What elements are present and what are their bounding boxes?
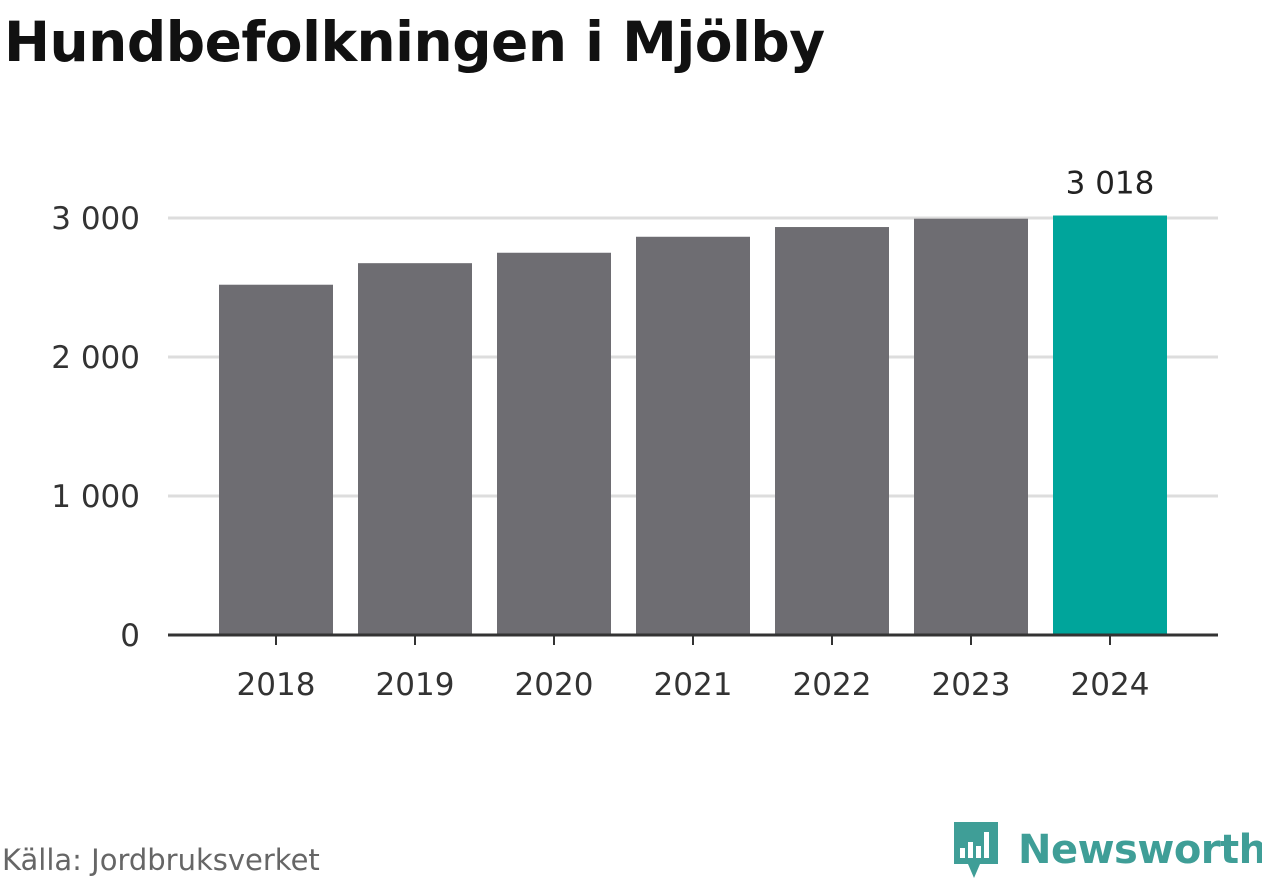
- bar-2019: [358, 263, 472, 635]
- x-tick-label: 2021: [654, 667, 733, 703]
- x-tick-label: 2023: [932, 667, 1011, 703]
- bars: [219, 215, 1167, 636]
- newsworthy-bar-chart-logo-icon: [954, 822, 998, 878]
- x-tick-label: 2022: [793, 667, 872, 703]
- source-note: Källa: Jordbruksverket: [2, 843, 320, 877]
- y-tick-label: 1 000: [51, 479, 140, 515]
- bar-2021: [636, 236, 750, 635]
- data-label-2024: 3 018: [1066, 165, 1155, 201]
- y-tick-label: 0: [120, 618, 140, 654]
- y-tick-label: 3 000: [51, 201, 140, 237]
- bar-2022: [775, 227, 889, 635]
- bar-2020: [497, 252, 611, 635]
- x-tick-label: 2018: [237, 667, 316, 703]
- axes: 0 1 000 2 000 3 000 2018 2019 2020 2021 2022 2023…: [51, 201, 1218, 703]
- bar-2018: [219, 284, 333, 635]
- brand-name: Newsworthy: [1018, 827, 1262, 873]
- chart-title: Hundbefolkningen i Mjölby: [4, 10, 825, 74]
- y-tick-label: 2 000: [51, 340, 140, 376]
- bar-2023: [914, 218, 1028, 635]
- data-labels: 3 018: [1066, 165, 1155, 201]
- brand-logo: Newsworthy: [950, 818, 1262, 882]
- bar-2024: [1053, 215, 1167, 636]
- x-tick-label: 2020: [515, 667, 594, 703]
- x-tick-label: 2019: [376, 667, 455, 703]
- x-tick-label: 2024: [1071, 667, 1150, 703]
